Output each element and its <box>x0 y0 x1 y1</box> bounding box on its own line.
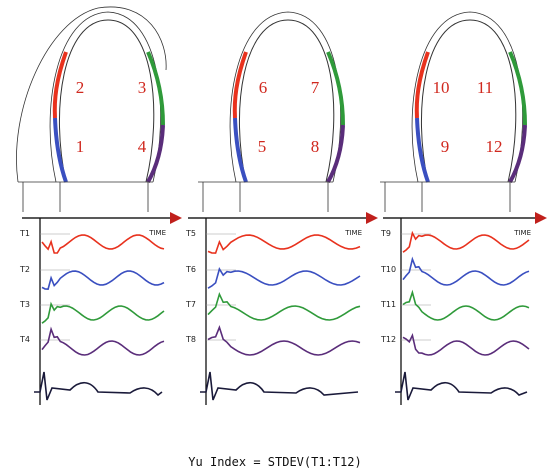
segment-green <box>510 52 525 125</box>
ecg <box>200 372 358 400</box>
heart-inner <box>50 12 161 182</box>
time-label: TIME <box>513 229 531 237</box>
segment-label: 11 <box>477 78 493 97</box>
trace <box>208 269 360 288</box>
trace <box>403 335 529 355</box>
trace-label: T8 <box>185 335 196 344</box>
base <box>380 182 515 212</box>
trace-label: T4 <box>19 335 30 344</box>
heart-inner <box>230 12 341 182</box>
base <box>198 182 333 212</box>
trace <box>42 304 164 323</box>
diagram: Yu Index = STDEV(T1:T12) 1234TIMET1T2T3T… <box>0 0 551 476</box>
trace-label: T7 <box>185 300 196 309</box>
segment-green <box>148 52 163 125</box>
ecg <box>34 372 162 400</box>
trace <box>42 235 164 253</box>
trace <box>208 294 360 320</box>
time-label: TIME <box>148 229 166 237</box>
trace-label: T5 <box>185 229 196 238</box>
heart-outline <box>421 20 515 182</box>
segment-label: 12 <box>486 137 503 156</box>
segment-green <box>328 52 343 125</box>
formula: Yu Index = STDEV(T1:T12) <box>188 455 361 469</box>
trace-label: T6 <box>185 265 196 274</box>
segment-purple <box>148 125 163 182</box>
trace <box>403 233 529 252</box>
segment-label: 1 <box>76 137 85 156</box>
trace-label: T12 <box>380 335 396 344</box>
trace-label: T9 <box>380 229 391 238</box>
trace <box>42 271 164 289</box>
segment-purple <box>328 125 343 182</box>
segment-label: 10 <box>433 78 450 97</box>
segment-red <box>235 52 246 118</box>
heart-outline <box>59 20 153 182</box>
segment-label: 5 <box>258 137 267 156</box>
segment-label: 6 <box>259 78 268 97</box>
segment-red <box>55 52 66 118</box>
trace <box>403 292 529 320</box>
trace-label: T11 <box>380 300 396 309</box>
segment-label: 7 <box>311 78 320 97</box>
trace-label: T3 <box>19 300 30 309</box>
segment-label: 4 <box>138 137 147 156</box>
time-arrow <box>170 212 182 224</box>
heart-inner <box>412 12 523 182</box>
time-arrow <box>366 212 378 224</box>
heart-outline <box>239 20 333 182</box>
segment-label: 3 <box>138 78 147 97</box>
trace-label: T10 <box>380 265 396 274</box>
segment-purple <box>510 125 525 182</box>
base <box>18 182 153 212</box>
trace <box>403 259 529 285</box>
segment-label: 2 <box>76 78 85 97</box>
segment-label: 8 <box>311 137 320 156</box>
trace-label: T2 <box>19 265 30 274</box>
segment-label: 9 <box>441 137 450 156</box>
segment-red <box>417 52 428 118</box>
trace-label: T1 <box>19 229 30 238</box>
trace <box>208 327 360 355</box>
time-label: TIME <box>344 229 362 237</box>
ecg <box>395 372 527 400</box>
time-arrow <box>535 212 547 224</box>
trace <box>42 329 164 355</box>
trace <box>208 235 360 253</box>
